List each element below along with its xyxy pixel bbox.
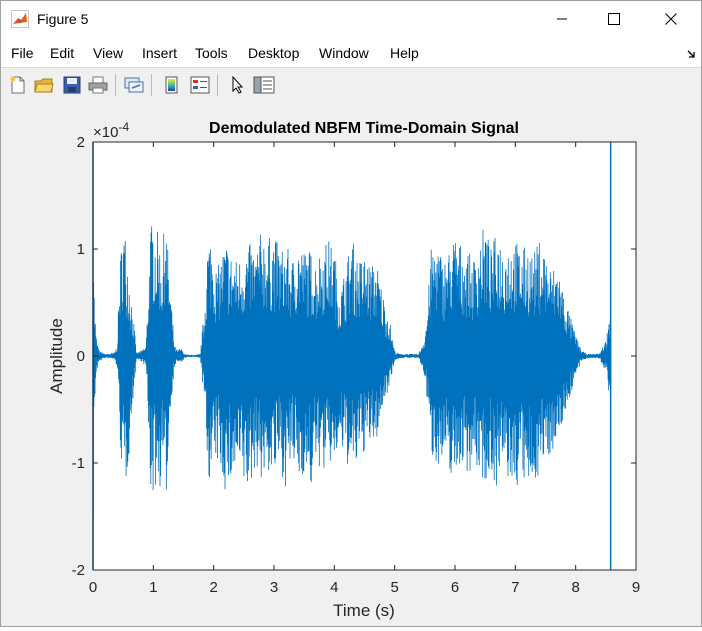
- edit-plot-pointer-icon: [232, 76, 244, 94]
- window-title: Figure 5: [37, 11, 89, 27]
- chart-title: Demodulated NBFM Time-Domain Signal: [209, 120, 519, 137]
- matlab-figure-icon: [11, 10, 29, 28]
- y-exponent-label: ×10-4: [93, 120, 129, 141]
- x-tick-label: 0: [89, 579, 97, 596]
- title-bar[interactable]: Figure 5: [1, 1, 701, 37]
- signal-line: [92, 226, 612, 518]
- y-tick-label: 1: [77, 241, 85, 258]
- open-file-icon: [34, 78, 54, 93]
- chart[interactable]: 0 1 2 3 4 5 6 7 8 9 2 1 0 -1 -2 Demodulated NBFM Time-…: [2, 102, 701, 626]
- insert-colorbar-button[interactable]: [161, 74, 183, 96]
- menu-help[interactable]: Help: [390, 45, 419, 61]
- print-icon: [88, 76, 108, 94]
- x-tick-label: 2: [209, 579, 217, 596]
- x-axis-label: Time (s): [333, 601, 395, 620]
- menu-tools[interactable]: Tools: [195, 45, 228, 61]
- x-tick-label: 9: [632, 579, 640, 596]
- x-tick-label: 1: [149, 579, 157, 596]
- menu-file[interactable]: File: [11, 45, 34, 61]
- insert-legend-button[interactable]: [189, 74, 211, 96]
- print-button[interactable]: [87, 74, 109, 96]
- menu-view[interactable]: View: [93, 45, 124, 61]
- save-button[interactable]: [61, 74, 83, 96]
- new-figure-icon: [10, 76, 25, 94]
- property-inspector-icon: [253, 76, 275, 94]
- maximize-button[interactable]: [591, 1, 637, 37]
- new-figure-button[interactable]: [7, 74, 29, 96]
- y-tick-label: 2: [77, 134, 85, 151]
- x-tick-label: 6: [451, 579, 459, 596]
- y-tick-label: -1: [72, 455, 85, 472]
- menu-edit[interactable]: Edit: [50, 45, 75, 61]
- edit-plot-button[interactable]: [227, 74, 249, 96]
- menu-desktop[interactable]: Desktop: [248, 45, 300, 61]
- toolbar: [1, 67, 701, 103]
- toolbar-separator: [217, 74, 218, 96]
- menu-insert[interactable]: Insert: [142, 45, 178, 61]
- figure-canvas: 0 1 2 3 4 5 6 7 8 9 2 1 0 -1 -2 Demodulated NBFM Time-…: [2, 102, 701, 626]
- toolbar-separator: [151, 74, 152, 96]
- toolbar-separator: [115, 74, 116, 96]
- x-tick-label: 4: [330, 579, 338, 596]
- y-axis-label: Amplitude: [47, 318, 66, 394]
- menu-window[interactable]: Window: [319, 45, 369, 61]
- close-icon: [665, 13, 677, 25]
- link-plot-button[interactable]: [123, 74, 145, 96]
- dock-arrow-icon[interactable]: [687, 46, 697, 64]
- link-plot-icon: [124, 77, 144, 93]
- minimize-icon: [557, 18, 567, 20]
- x-tick-label: 5: [390, 579, 398, 596]
- open-file-button[interactable]: [33, 74, 55, 96]
- x-tick-label: 7: [511, 579, 519, 596]
- minimize-button[interactable]: [539, 1, 585, 37]
- close-button[interactable]: [648, 1, 694, 37]
- insert-legend-icon: [190, 76, 210, 94]
- save-icon: [63, 76, 81, 94]
- y-tick-label: -2: [72, 562, 85, 579]
- menu-bar: File Edit View Insert Tools Desktop Wind…: [1, 37, 701, 67]
- maximize-icon: [608, 13, 620, 25]
- property-inspector-button[interactable]: [253, 74, 275, 96]
- insert-colorbar-icon: [165, 76, 178, 94]
- y-tick-label: 0: [77, 348, 85, 365]
- x-tick-label: 8: [571, 579, 579, 596]
- x-tick-label: 3: [270, 579, 278, 596]
